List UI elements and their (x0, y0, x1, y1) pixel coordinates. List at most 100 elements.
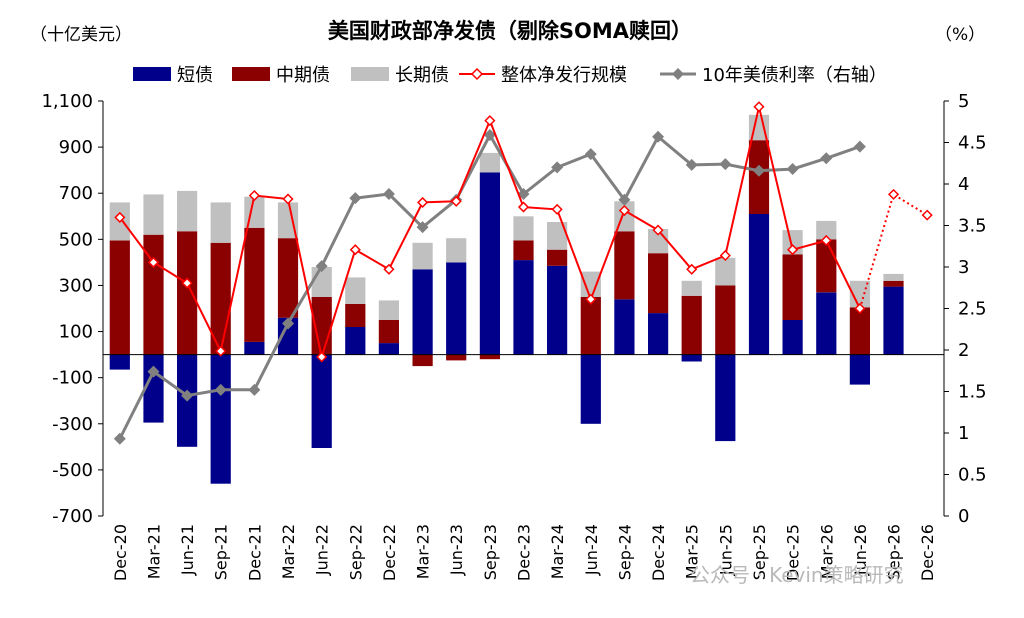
bar-short-23 (883, 286, 904, 355)
legend-item-medium: 中期债 (232, 65, 330, 86)
left-tick-label-5: 100 (59, 322, 93, 343)
net-issuance-point-0 (114, 211, 126, 223)
bar-short-9 (412, 269, 433, 355)
net-issuance-point-17 (686, 263, 698, 275)
net-issuance-point-2 (181, 277, 193, 289)
yield-point-4 (248, 383, 261, 396)
bar-medium-10 (446, 354, 467, 361)
yield-point-0 (113, 432, 126, 445)
right-tick-label-7: 1.5 (958, 382, 987, 403)
chart-title: 美国财政部净发债（剔除SOMA赎回） (328, 19, 692, 43)
net-issuance-point-8 (383, 263, 395, 275)
bar-medium-9 (412, 354, 433, 367)
bar-short-13 (547, 265, 568, 355)
net-issuance-point-18 (719, 249, 731, 262)
bar-medium-21 (816, 239, 837, 293)
bar-medium-8 (378, 320, 399, 344)
bar-long-12 (513, 216, 534, 241)
x-tick-label-0: Dec-20 (111, 524, 130, 581)
watermark: 公众号 · Kevin策略研究 (690, 563, 904, 587)
net-issuance-point-1 (147, 256, 160, 268)
net-issuance-point-15 (618, 204, 630, 217)
legend-item-long: 长期债 (351, 65, 449, 86)
x-tick-label-23: Sep-26 (885, 524, 904, 580)
bar-short-6 (311, 354, 332, 448)
x-tick-label-11: Sep-23 (481, 524, 500, 580)
yield-point-19 (752, 164, 765, 177)
x-tick-label-7: Sep-22 (346, 524, 365, 580)
x-tick-label-3: Sep-21 (212, 524, 231, 580)
yield-point-5 (282, 317, 295, 330)
left-tick-label-6: -100 (52, 368, 93, 389)
x-tick-label-20: Dec-25 (784, 524, 803, 581)
yield-point-13 (551, 161, 564, 174)
yield-point-18 (719, 158, 732, 171)
bar-short-14 (580, 354, 601, 424)
yield-point-11 (483, 129, 496, 142)
left-tick-label-9: -700 (52, 506, 93, 527)
bar-short-15 (614, 299, 635, 355)
net-issuance-point-24 (921, 209, 933, 221)
net-issuance-projection-line (858, 192, 928, 309)
bar-long-3 (210, 202, 231, 243)
x-tick-label-10: Jun-23 (447, 524, 466, 576)
bar-long-18 (715, 257, 736, 286)
bar-short-11 (479, 172, 500, 355)
bar-medium-0 (109, 240, 130, 355)
right-tick-label-2: 4 (958, 174, 969, 195)
bar-short-5 (277, 317, 299, 355)
net-issuance-point-5 (282, 193, 294, 205)
bar-long-22 (849, 280, 870, 308)
bar-medium-11 (479, 354, 500, 360)
bar-short-12 (513, 260, 534, 355)
bar-long-10 (446, 238, 467, 263)
net-issuance-point-6 (316, 351, 328, 363)
bar-long-2 (177, 190, 198, 232)
legend-label-medium: 中期债 (276, 65, 330, 86)
right-tick-label-9: 0.5 (958, 465, 987, 486)
bar-medium-18 (715, 285, 736, 355)
net-issuance-point-11 (484, 115, 496, 127)
bar-medium-2 (177, 231, 198, 355)
bar-short-8 (378, 343, 399, 355)
left-tick-label-3: 500 (59, 229, 93, 250)
bar-short-10 (446, 262, 467, 355)
net-issuance-point-10 (450, 195, 462, 207)
legend-swatch-long (351, 67, 389, 81)
bar-short-0 (109, 354, 130, 370)
x-tick-label-16: Dec-24 (649, 524, 668, 581)
bar-long-19 (748, 114, 770, 141)
bar-medium-12 (513, 240, 534, 261)
bar-long-7 (345, 277, 366, 304)
legend-label-yield: 10年美债利率（右轴） (702, 65, 887, 86)
bar-long-17 (681, 280, 702, 296)
bar-short-17 (681, 354, 702, 362)
right-tick-label-5: 2.5 (958, 299, 987, 320)
bar-medium-19 (748, 140, 770, 214)
yield-point-17 (685, 158, 698, 171)
bar-medium-22 (849, 307, 870, 355)
net-issuance-point-19 (753, 101, 765, 113)
x-tick-label-17: Mar-25 (683, 524, 702, 579)
net-issuance-point-14 (585, 293, 597, 305)
right-tick-label-3: 3.5 (958, 216, 987, 237)
yield-point-21 (820, 152, 833, 165)
bar-short-16 (648, 313, 669, 355)
net-issuance-point-4 (248, 189, 260, 202)
x-tick-label-8: Dec-22 (380, 524, 399, 581)
bar-short-4 (244, 341, 265, 355)
legend-marker-yield (672, 68, 684, 80)
left-tick-label-2: 700 (59, 183, 93, 204)
bar-medium-15 (614, 231, 635, 300)
left-tick-label-1: 900 (59, 137, 93, 158)
net-issuance-point-20 (787, 244, 799, 256)
legend-item-net: 整体净发行规模 (459, 65, 627, 86)
bar-short-18 (715, 354, 736, 442)
left-tick-label-0: 1,100 (41, 91, 93, 112)
legend: 短债 中期债 长期债 整体净发行规模 10年美债利率（右轴） (133, 65, 887, 86)
plot-area: 1,100 900 700 500 300 100 -100 -300 -500 -700 5 4.5… (41, 91, 986, 581)
yield-point-22 (853, 140, 866, 153)
yield-point-9 (416, 221, 429, 234)
